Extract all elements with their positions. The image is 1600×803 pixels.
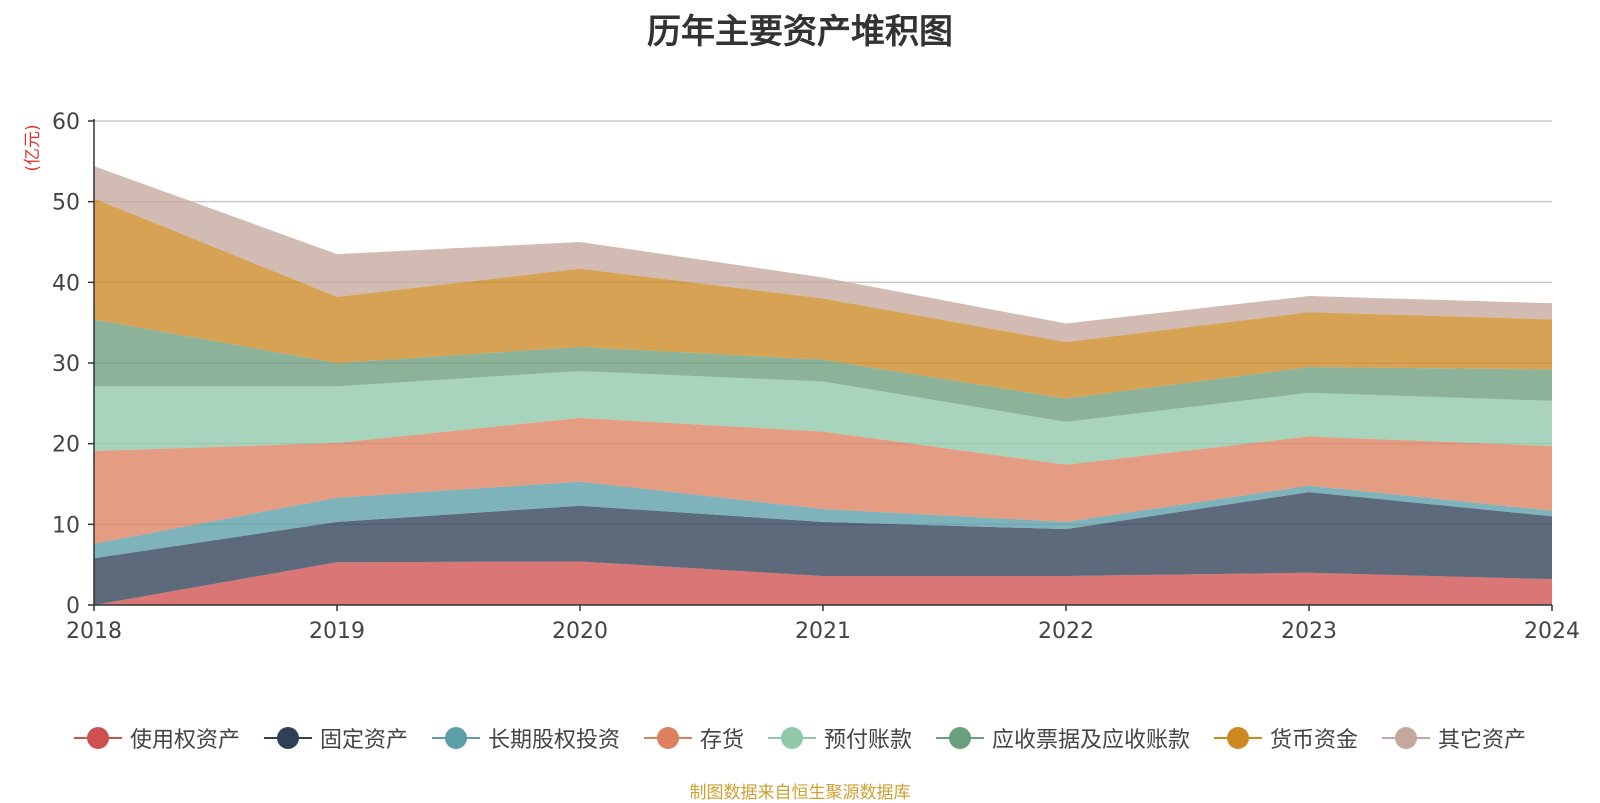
legend-label: 其它资产 [1438,728,1527,753]
area-series-1 [94,561,1552,605]
x-tick-label: 2018 [66,619,122,644]
legend-label: 长期股权投资 [487,728,620,753]
legend-item-6[interactable]: 应收票据及应收账款 [936,722,1190,754]
area-series-2 [94,492,1552,605]
legend-swatch-icon [1214,726,1263,750]
x-tick-label: 2023 [1281,619,1337,644]
y-tick-label: 20 [52,433,80,458]
chart-title: 历年主要资产堆积图 [647,12,953,52]
legend-swatch-icon [643,726,692,750]
legend-swatch-icon [263,726,312,750]
y-tick-label: 0 [66,594,80,619]
x-tick-label: 2024 [1524,619,1580,644]
x-tick-label: 2019 [309,619,365,644]
legend-item-1[interactable]: 使用权资产 [73,722,240,754]
area-series-3 [94,481,1552,559]
legend-item-2[interactable]: 固定资产 [263,722,408,754]
area-series-6 [94,319,1552,422]
legend-swatch-icon [1382,726,1431,750]
x-tick-label: 2021 [795,619,851,644]
legend-swatch-icon [768,726,816,750]
legend-swatch-icon [431,726,480,750]
y-tick-label: 40 [52,271,80,296]
legend-label: 使用权资产 [129,728,240,753]
legend-item-5[interactable]: 预付账款 [768,722,912,754]
area-series-5 [94,371,1552,465]
legend-item-8[interactable]: 其它资产 [1382,722,1526,754]
legend-label: 固定资产 [319,728,408,753]
y-tick-label: 60 [52,110,80,135]
legend-label: 预付账款 [824,728,913,753]
area-series-4 [94,417,1552,544]
y-tick-label: 50 [52,191,80,216]
legend-item-7[interactable]: 货币资金 [1214,722,1358,754]
legend-label: 存货 [699,728,744,753]
area-series [94,166,1552,605]
legend-label: 货币资金 [1270,728,1359,753]
x-tick-label: 2020 [552,619,608,644]
legend-label: 应收票据及应收账款 [992,728,1191,753]
y-tick-label: 10 [52,513,80,538]
x-tick-label: 2022 [1038,619,1094,644]
legend-item-4[interactable]: 存货 [643,722,744,754]
y-axis-unit-label: (亿元) [23,124,43,171]
area-series-8 [94,166,1552,343]
legend-swatch-icon [73,726,122,750]
axes: 0 10 20 30 40 50 60 2018 2019 2020 2021 2022 2023 202… [52,110,1580,644]
legend: 使用权资产 固定资产 长期股权投资 存货 预付账款 应收票据及应收账款 货币资金 其它资产 [0,718,1600,758]
y-tick-label: 30 [52,352,80,377]
source-note: 制图数据来自恒生聚源数据库 [689,783,911,803]
legend-item-3[interactable]: 长期股权投资 [431,722,620,754]
legend-swatch-icon [936,726,985,750]
